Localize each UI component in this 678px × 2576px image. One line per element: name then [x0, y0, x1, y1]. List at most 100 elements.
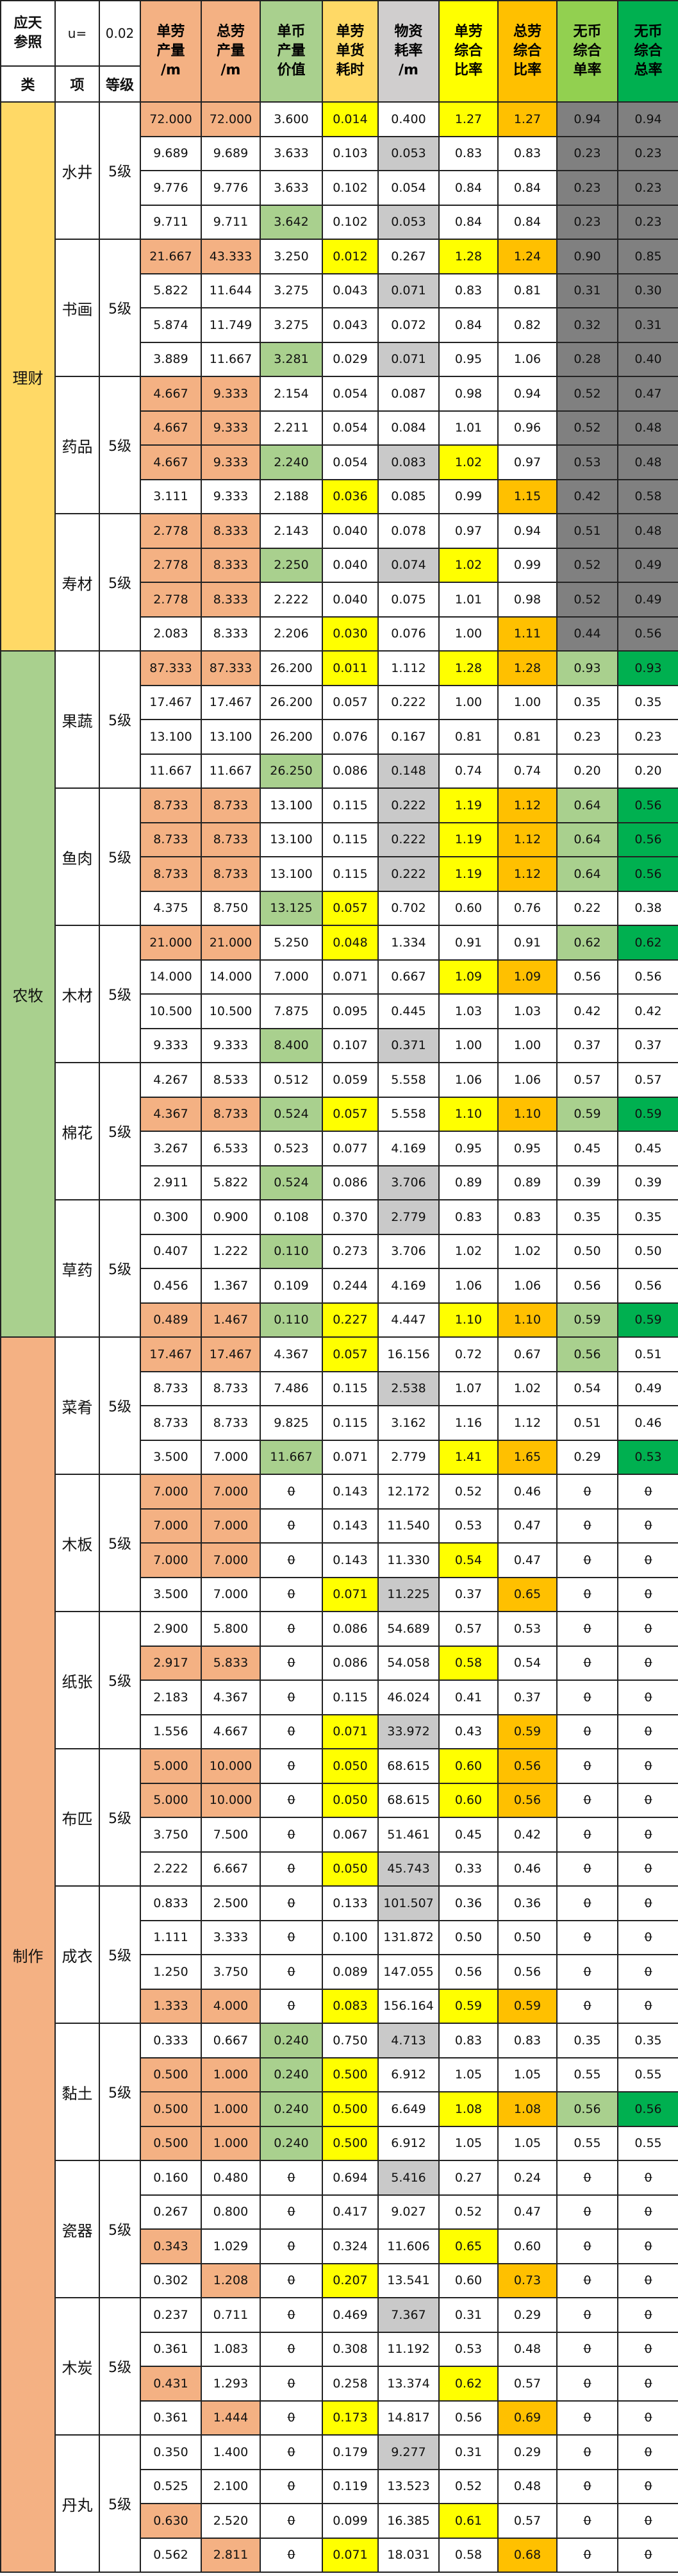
cell: 0.23: [556, 170, 618, 206]
cell: 0.65: [438, 2228, 499, 2264]
cell: 0.054: [322, 410, 379, 446]
cell: 0.74: [438, 753, 499, 789]
cell: 8.733: [201, 787, 261, 823]
cell: 0.56: [497, 1782, 558, 1818]
cell: 2.917: [140, 1645, 202, 1681]
cell: 1.00: [438, 1027, 499, 1063]
cell: 0.58: [438, 2537, 499, 2573]
cell: 1.15: [497, 478, 558, 514]
cell: 0: [556, 1679, 618, 1715]
item-level: 5级: [99, 2023, 141, 2161]
cell: 2.222: [260, 582, 323, 618]
cell: 0: [617, 1508, 678, 1544]
cell: 0: [617, 1988, 678, 2024]
cell: 1.05: [497, 2057, 558, 2092]
cell: 0.083: [377, 444, 440, 480]
cell: 0.115: [322, 787, 379, 823]
cell: 0.57: [617, 1062, 678, 1098]
cell: 0.28: [556, 341, 618, 377]
cell: 3.706: [377, 1165, 440, 1200]
cell: 0.84: [438, 170, 499, 206]
cell: 0: [556, 1542, 618, 1578]
cell: 0.489: [140, 1302, 202, 1338]
data-row: 瓷器 5级 0.160 0.480 0 0.694 5.416 0.27 0.24 0 0: [1, 2160, 678, 2298]
cell: 0.057: [322, 1336, 379, 1372]
cell: 0.55: [617, 2057, 678, 2092]
cell: 0.086: [322, 1611, 379, 1647]
column-header: 总劳 综合 比率: [497, 0, 558, 103]
cell: 1.029: [201, 2228, 261, 2264]
cell: 2.911: [140, 1165, 202, 1200]
cell: 0.68: [497, 2537, 558, 2573]
cell: 0.143: [322, 1542, 379, 1578]
cell: 0.324: [322, 2228, 379, 2264]
cell: 0.83: [497, 135, 558, 171]
cell: 0.54: [497, 1645, 558, 1681]
cell: 10.000: [201, 1748, 261, 1784]
cell: 0.099: [322, 2503, 379, 2539]
cell: 0.94: [497, 376, 558, 412]
cell: 2.222: [140, 1851, 202, 1887]
cell: 4.169: [377, 1131, 440, 1166]
cell: 4.375: [140, 890, 202, 926]
data-row: 0.525 2.100 0 0.119 13.523 0.52 0.48 0 0: [1, 2468, 678, 2504]
cell: 0.37: [438, 1576, 499, 1612]
cell: 0.071: [322, 2537, 379, 2573]
cell: 0: [260, 2228, 323, 2264]
cell: 2.779: [377, 1199, 440, 1235]
cell: 0.95: [438, 341, 499, 377]
cell: 1.111: [140, 1919, 202, 1955]
cell: 0.011: [322, 650, 379, 686]
cell: 0.52: [556, 376, 618, 412]
data-row: 2.911 5.822 0.524 0.086 3.706 0.89 0.89 0.39 0.3…: [1, 1165, 678, 1200]
cell: 9.277: [377, 2434, 440, 2470]
cell: 0.31: [556, 273, 618, 308]
cell: 0: [556, 1919, 618, 1955]
cell: 0.833: [140, 1885, 202, 1921]
cell: 0: [260, 2262, 323, 2298]
cell: 13.100: [260, 787, 323, 823]
cell: 0.33: [438, 1851, 499, 1887]
cell: 0.60: [497, 2228, 558, 2264]
cell: 0.523: [260, 1131, 323, 1166]
cell: 0: [617, 1885, 678, 1921]
cell: 0.46: [497, 1474, 558, 1510]
data-row: 5.000 10.000 0 0.050 68.615 0.60 0.56 0 0: [1, 1782, 678, 1818]
cell: 0.48: [617, 410, 678, 446]
cell: 0.23: [556, 135, 618, 171]
cell: 0.23: [617, 170, 678, 206]
cell: 1.250: [140, 1954, 202, 1990]
cell: 0.244: [322, 1268, 379, 1304]
cell: 0: [260, 1988, 323, 2024]
cell: 7.875: [260, 993, 323, 1029]
cell: 10.500: [201, 993, 261, 1029]
cell: 0: [260, 1542, 323, 1578]
cell: 0.071: [322, 1713, 379, 1749]
cell: 9.333: [201, 444, 261, 480]
cell: 1.09: [438, 959, 499, 995]
data-row: 1.333 4.000 0 0.083 156.164 0.59 0.59 0 0: [1, 1988, 678, 2024]
cell: 0.110: [260, 1233, 323, 1269]
cell: 0.054: [322, 376, 379, 412]
cell: 0.48: [497, 2331, 558, 2367]
data-row: 9.689 9.689 3.633 0.103 0.053 0.83 0.83 0.23 0.2…: [1, 135, 678, 171]
cell: 0.702: [377, 890, 440, 926]
cell: 7.486: [260, 1370, 323, 1406]
cell: 2.188: [260, 478, 323, 514]
data-row: 0.489 1.467 0.110 0.227 4.447 1.10 1.10 0.59 0.5…: [1, 1302, 678, 1338]
cell: 131.872: [377, 1919, 440, 1955]
cell: 0.57: [497, 2503, 558, 2539]
cell: 8.733: [201, 856, 261, 892]
cell: 9.776: [140, 170, 202, 206]
cell: 0.400: [377, 101, 440, 137]
cell: 8.333: [201, 582, 261, 618]
cell: 0: [260, 1474, 323, 1510]
cell: 0.30: [617, 273, 678, 308]
cell: 0.524: [260, 1165, 323, 1200]
cell: 0.60: [438, 1782, 499, 1818]
cell: 0.58: [617, 478, 678, 514]
cell: 0.222: [377, 821, 440, 857]
cell: 72.000: [140, 101, 202, 137]
cell: 0.53: [438, 2331, 499, 2367]
cell: 3.333: [201, 1919, 261, 1955]
